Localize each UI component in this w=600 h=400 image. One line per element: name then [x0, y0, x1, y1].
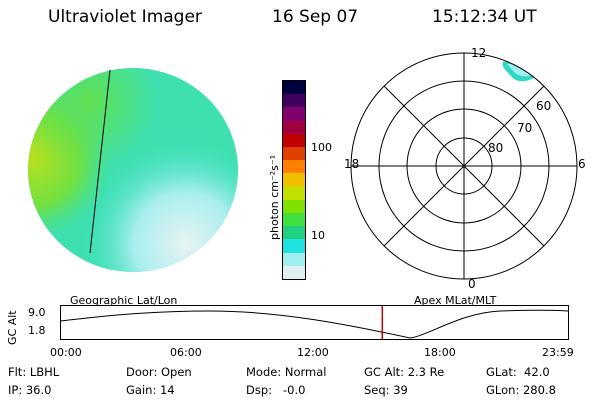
colorbar-segment	[283, 199, 305, 214]
colorbar-segment	[283, 265, 305, 280]
colorbar-segment	[283, 213, 305, 227]
status-dsp: Dsp: -0.0	[246, 383, 306, 397]
colorbar-segment	[283, 147, 305, 161]
timeline-right-caption: Apex MLat/MLT	[414, 294, 497, 307]
colorbar-segment	[283, 81, 305, 95]
colorbar-label: photon cm⁻²s⁻¹	[268, 154, 281, 240]
mlt-label-0: 0	[468, 277, 476, 291]
colorbar-segment	[283, 160, 305, 174]
status-mode: Mode: Normal	[246, 365, 327, 379]
mlt-label-12: 12	[471, 46, 486, 60]
lat-label-60: 60	[536, 99, 551, 113]
timeline-left-caption: Geographic Lat/Lon	[70, 294, 178, 307]
status-gc-alt: GC Alt: 2.3 Re	[364, 365, 445, 379]
lat-label-70: 70	[517, 121, 532, 135]
status-flt: Flt: LBHL	[8, 365, 60, 379]
colorbar-segment	[283, 186, 305, 200]
lat-label-80: 80	[488, 141, 503, 155]
status-gain: Gain: 14	[126, 383, 175, 397]
colorbar-segment	[283, 94, 305, 108]
status-glat: GLat: 42.0	[486, 365, 550, 379]
geographic-image	[28, 68, 238, 272]
timeline-xtick-0: 00:00	[50, 346, 82, 359]
timeline-xtick-3: 18:00	[424, 346, 456, 359]
colorbar-segment	[283, 173, 305, 187]
app-title: Ultraviolet Imager	[48, 7, 202, 27]
track-line	[89, 69, 111, 254]
colorbar-segment	[283, 252, 305, 266]
colorbar-tick-100: 100	[311, 141, 332, 154]
colorbar-tick-10: 10	[311, 229, 325, 242]
altitude-timeline	[60, 305, 569, 340]
time-label: 15:12:34 UT	[432, 7, 537, 27]
mlt-label-18: 18	[344, 157, 359, 171]
mlt-label-6: 6	[578, 157, 586, 171]
colorbar-segment	[283, 133, 305, 148]
colorbar-segment	[283, 120, 305, 134]
status-glon: GLon: 280.8	[486, 383, 556, 397]
timeline-ytick-1-8: 1.8	[28, 324, 46, 337]
polar-plot: 12 18 6 0 60 70 80	[344, 46, 586, 291]
timeline-xtick-4: 23:59	[542, 346, 574, 359]
status-door: Door: Open	[126, 365, 192, 379]
status-seq: Seq: 39	[364, 383, 408, 397]
status-ip: IP: 36.0	[8, 383, 52, 397]
altitude-curve	[60, 309, 569, 339]
colorbar-segment	[283, 226, 305, 240]
timeline-ylabel: GC Alt	[6, 310, 19, 345]
date-label: 16 Sep 07	[272, 7, 359, 27]
colorbar-segment	[283, 239, 305, 253]
colorbar-segment	[283, 107, 305, 121]
timeline-xtick-1: 06:00	[170, 346, 202, 359]
timeline-xtick-2: 12:00	[297, 346, 329, 359]
timeline-ytick-9: 9.0	[28, 306, 46, 319]
colorbar	[282, 80, 306, 280]
